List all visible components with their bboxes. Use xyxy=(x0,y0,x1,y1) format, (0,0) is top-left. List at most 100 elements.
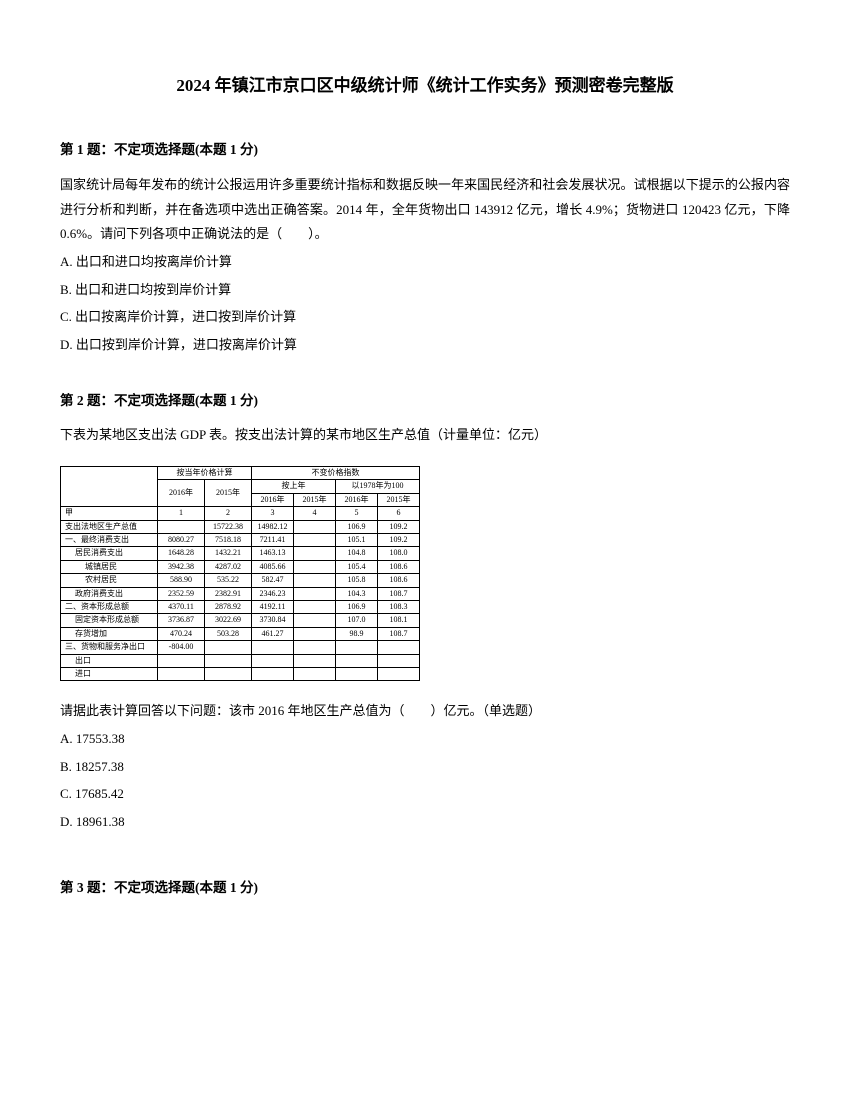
cell: 105.1 xyxy=(336,534,378,547)
cell: 104.3 xyxy=(336,587,378,600)
table-row: 进口 xyxy=(61,667,420,680)
gdp-numrow: 甲 1 2 3 4 5 6 xyxy=(61,507,420,520)
cell xyxy=(158,654,205,667)
cell xyxy=(294,547,336,560)
row-label: 二、资本形成总额 xyxy=(61,600,158,613)
cell: 109.2 xyxy=(378,520,420,533)
table-row: 一、最终消费支出8080.277518.187211.41105.1109.2 xyxy=(61,534,420,547)
row-label: 居民消费支出 xyxy=(61,547,158,560)
row-label: 一、最终消费支出 xyxy=(61,534,158,547)
cell xyxy=(252,667,294,680)
cell: 105.4 xyxy=(336,560,378,573)
gdp-year-2: 2016年 xyxy=(252,493,294,506)
row-label: 固定资本形成总额 xyxy=(61,614,158,627)
gdp-sub-left: 按上年 xyxy=(252,480,336,493)
cell: 108.7 xyxy=(378,587,420,600)
cell: 1648.28 xyxy=(158,547,205,560)
q1-header: 第 1 题：不定项选择题(本题 1 分) xyxy=(60,137,790,163)
q2-header: 第 2 题：不定项选择题(本题 1 分) xyxy=(60,388,790,414)
table-row: 出口 xyxy=(61,654,420,667)
cell: 1432.21 xyxy=(205,547,252,560)
cell xyxy=(158,520,205,533)
cell: 3942.38 xyxy=(158,560,205,573)
cell: 535.22 xyxy=(205,574,252,587)
cell: 108.7 xyxy=(378,627,420,640)
cell: 3736.87 xyxy=(158,614,205,627)
cell xyxy=(294,560,336,573)
cell xyxy=(294,654,336,667)
q2-question: 请据此表计算回答以下问题：该市 2016 年地区生产总值为（ ）亿元。（单选题） xyxy=(60,699,790,724)
cell xyxy=(158,667,205,680)
cell: 2346.23 xyxy=(252,587,294,600)
cell xyxy=(378,654,420,667)
q2-option-c: C. 17685.42 xyxy=(60,782,790,807)
q2-intro: 下表为某地区支出法 GDP 表。按支出法计算的某市地区生产总值（计量单位：亿元） xyxy=(60,423,790,448)
cell: 4287.02 xyxy=(205,560,252,573)
table-row: 二、资本形成总额4370.112878.924192.11106.9108.3 xyxy=(61,600,420,613)
cell xyxy=(294,534,336,547)
cell: 108.6 xyxy=(378,560,420,573)
cell: 14982.12 xyxy=(252,520,294,533)
gdp-year-1: 2015年 xyxy=(205,480,252,507)
q1-option-c: C. 出口按离岸价计算，进口按到岸价计算 xyxy=(60,305,790,330)
cell xyxy=(294,600,336,613)
row-label: 支出法地区生产总值 xyxy=(61,520,158,533)
table-row: 政府消费支出2352.592382.912346.23104.3108.7 xyxy=(61,587,420,600)
cell xyxy=(205,667,252,680)
cell xyxy=(378,667,420,680)
cell: 105.8 xyxy=(336,574,378,587)
cell: 470.24 xyxy=(158,627,205,640)
gdp-num-4: 5 xyxy=(336,507,378,520)
row-label: 城镇居民 xyxy=(61,560,158,573)
row-label: 三、货物和服务净出口 xyxy=(61,641,158,654)
gdp-group-left: 按当年价格计算 xyxy=(158,467,252,480)
gdp-num-5: 6 xyxy=(378,507,420,520)
cell xyxy=(336,667,378,680)
cell: 4085.66 xyxy=(252,560,294,573)
table-row: 农村居民588.90535.22582.47105.8108.6 xyxy=(61,574,420,587)
q1-option-a: A. 出口和进口均按离岸价计算 xyxy=(60,250,790,275)
cell xyxy=(205,641,252,654)
cell: 3022.69 xyxy=(205,614,252,627)
gdp-sub-right: 以1978年为100 xyxy=(336,480,420,493)
cell: 2878.92 xyxy=(205,600,252,613)
cell: 15722.38 xyxy=(205,520,252,533)
cell: 7211.41 xyxy=(252,534,294,547)
cell xyxy=(294,667,336,680)
q1-option-d: D. 出口按到岸价计算，进口按离岸价计算 xyxy=(60,333,790,358)
table-row: 支出法地区生产总值15722.3814982.12106.9109.2 xyxy=(61,520,420,533)
cell xyxy=(294,587,336,600)
cell xyxy=(336,654,378,667)
row-label: 进口 xyxy=(61,667,158,680)
row-label: 农村居民 xyxy=(61,574,158,587)
cell: 4370.11 xyxy=(158,600,205,613)
cell: 108.6 xyxy=(378,574,420,587)
gdp-num-1: 2 xyxy=(205,507,252,520)
table-row: 居民消费支出1648.281432.211463.13104.8108.0 xyxy=(61,547,420,560)
q1-body: 国家统计局每年发布的统计公报运用许多重要统计指标和数据反映一年来国民经济和社会发… xyxy=(60,173,790,247)
gdp-year-3: 2015年 xyxy=(294,493,336,506)
gdp-group-right: 不变价格指数 xyxy=(252,467,420,480)
cell xyxy=(252,654,294,667)
q1-options: A. 出口和进口均按离岸价计算 B. 出口和进口均按到岸价计算 C. 出口按离岸… xyxy=(60,250,790,358)
cell xyxy=(205,654,252,667)
cell: 503.28 xyxy=(205,627,252,640)
gdp-year-4: 2016年 xyxy=(336,493,378,506)
q2-options: A. 17553.38 B. 18257.38 C. 17685.42 D. 1… xyxy=(60,727,790,835)
cell: 109.2 xyxy=(378,534,420,547)
cell: 98.9 xyxy=(336,627,378,640)
cell xyxy=(294,627,336,640)
cell: 8080.27 xyxy=(158,534,205,547)
q2-option-b: B. 18257.38 xyxy=(60,755,790,780)
cell: 3730.84 xyxy=(252,614,294,627)
gdp-year-0: 2016年 xyxy=(158,480,205,507)
row-label: 存货增加 xyxy=(61,627,158,640)
cell: 2382.91 xyxy=(205,587,252,600)
gdp-table: 按当年价格计算 不变价格指数 2016年 2015年 按上年 以1978年为10… xyxy=(60,466,420,681)
cell: 104.8 xyxy=(336,547,378,560)
cell xyxy=(294,520,336,533)
page-title: 2024 年镇江市京口区中级统计师《统计工作实务》预测密卷完整版 xyxy=(60,70,790,102)
cell: 108.0 xyxy=(378,547,420,560)
gdp-num-3: 4 xyxy=(294,507,336,520)
cell: 108.3 xyxy=(378,600,420,613)
